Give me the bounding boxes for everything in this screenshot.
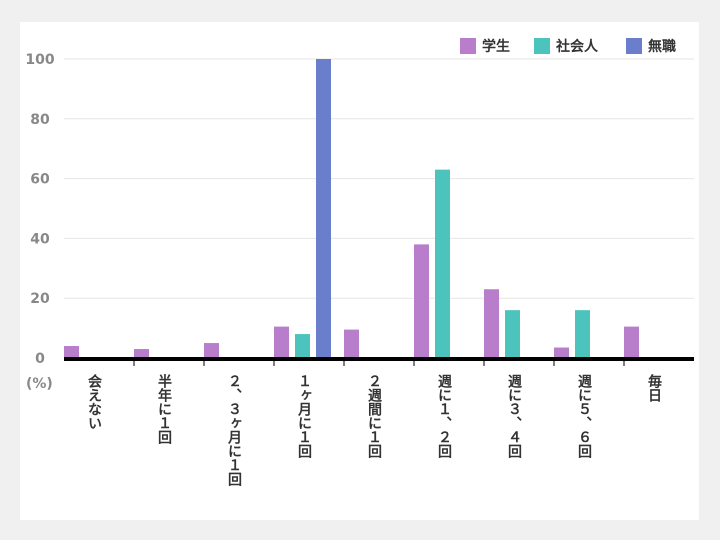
legend: 学生 社会人 無職	[460, 38, 676, 55]
x-axis-labels: 会えない 半年に１回 ２、３ヶ月に１回 １ヶ月に１回 ２週間に１回 週に１、２回 週に３、４…	[86, 360, 662, 487]
chart-panel: 0 20 40 60 80 100 (%) 会えない 半年に１回 ２、３ヶ月に１回 １ヶ月に１回 ２週…	[20, 22, 699, 520]
category-label: 週に５、６回	[576, 374, 592, 459]
category-label: 会えない	[86, 373, 102, 430]
legend-item: 学生	[460, 38, 510, 55]
category-label: ２、３ヶ月に１回	[226, 374, 243, 487]
bar	[316, 59, 331, 358]
y-tick-label: 80	[30, 112, 50, 128]
bar	[554, 347, 569, 358]
bar	[274, 326, 289, 358]
legend-swatch	[534, 38, 550, 54]
legend-swatch	[626, 38, 642, 54]
y-tick-label: 40	[30, 231, 50, 247]
bar	[575, 310, 590, 358]
bar	[295, 334, 310, 358]
category-label: 半年に１回	[156, 373, 172, 445]
bar	[134, 349, 149, 358]
legend-label: 学生	[482, 38, 510, 55]
legend-swatch	[460, 38, 476, 54]
category-label: 毎日	[646, 373, 662, 403]
legend-label: 社会人	[555, 38, 599, 55]
legend-item: 社会人	[534, 38, 599, 55]
bar	[435, 169, 450, 358]
series-2	[316, 59, 331, 358]
y-tick-label: 0	[35, 351, 45, 367]
bar	[64, 346, 79, 358]
bar	[505, 310, 520, 358]
series-0	[64, 244, 639, 358]
series-1	[295, 169, 590, 358]
bar	[624, 326, 639, 358]
gridlines	[64, 58, 694, 299]
category-label: 週に３、４回	[506, 374, 522, 459]
bar	[344, 329, 359, 358]
legend-item: 無職	[626, 38, 676, 55]
category-label: ２週間に１回	[366, 374, 382, 459]
category-label: 週に１、２回	[436, 374, 452, 459]
bar-chart: 0 20 40 60 80 100 (%) 会えない 半年に１回 ２、３ヶ月に１回 １ヶ月に１回 ２週…	[25, 38, 694, 487]
bar	[484, 289, 499, 358]
bar	[414, 244, 429, 358]
y-axis-ticks: 0 20 40 60 80 100	[25, 52, 54, 367]
y-tick-label: 20	[30, 291, 50, 307]
category-label: １ヶ月に１回	[296, 374, 313, 459]
legend-label: 無職	[648, 38, 676, 55]
bars	[64, 59, 639, 358]
bar	[204, 343, 219, 358]
y-tick-label: 60	[30, 172, 50, 188]
unit-label: (%)	[26, 376, 53, 392]
y-tick-label: 100	[25, 52, 54, 68]
